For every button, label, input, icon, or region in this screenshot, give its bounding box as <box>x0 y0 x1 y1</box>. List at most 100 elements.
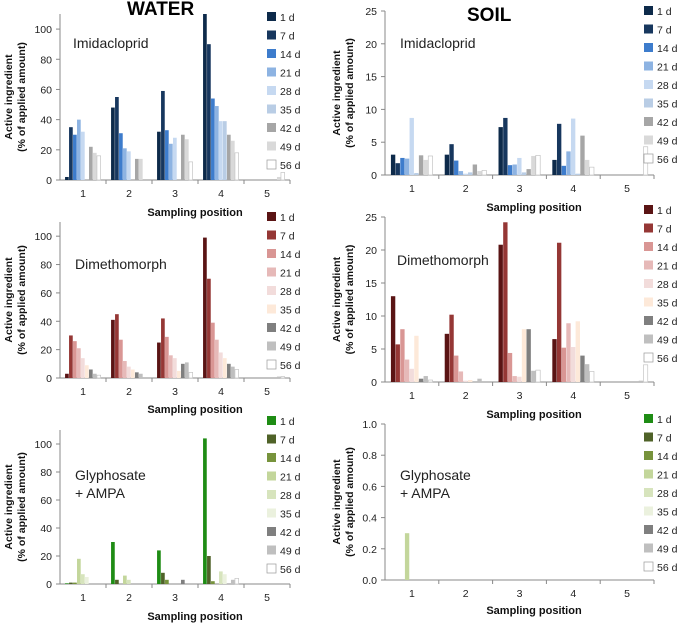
y-tick-label: 80 <box>40 54 52 66</box>
legend-label: 35 d <box>280 509 301 521</box>
legend-swatch <box>644 543 653 553</box>
legend-label: 35 d <box>280 305 301 317</box>
bar-42d-pos3 <box>180 134 185 180</box>
bar-49d-pos4 <box>230 366 235 378</box>
bar-14d-pos1 <box>400 157 405 175</box>
bar-49d-pos3 <box>184 362 189 378</box>
legend-label: 14 d <box>280 453 301 465</box>
legend-swatch <box>267 30 276 40</box>
bar-49d-pos3 <box>184 139 189 180</box>
x-tick-label: 4 <box>218 188 224 200</box>
legend-label: 1 d <box>280 212 295 224</box>
legend-swatch <box>267 508 276 518</box>
legend-label: 1 d <box>657 205 672 217</box>
legend-label: 1 d <box>280 12 295 24</box>
bar-49d-pos4 <box>584 364 590 382</box>
bar-56d-pos1 <box>427 155 433 176</box>
legend-label: 21 d <box>657 261 678 273</box>
bar-21d-pos2 <box>123 360 127 378</box>
legend-label: 35 d <box>657 298 678 310</box>
bar-14d-pos3 <box>507 352 513 382</box>
y-axis-label: (% of applied amount) <box>344 38 356 148</box>
x-tick-label: 3 <box>517 183 523 195</box>
bar-7d-pos3 <box>161 572 165 584</box>
legend-label: 42 d <box>657 117 678 129</box>
legend-label: 56 d <box>280 360 301 372</box>
bar-1d-pos1 <box>65 583 69 584</box>
bar-49d-pos1 <box>92 373 97 378</box>
bar-7d-pos1 <box>395 163 400 175</box>
bar-49d-pos5 <box>638 380 644 382</box>
legend-swatch <box>644 488 653 497</box>
legend-swatch <box>644 223 653 233</box>
legend-label: 28 d <box>657 279 678 291</box>
y-tick-label: 0.8 <box>362 450 377 462</box>
bar-49d-pos2 <box>138 158 143 180</box>
bar-7d-pos2 <box>115 579 119 584</box>
bar-21d-pos4 <box>215 339 219 378</box>
bar-42d-pos2 <box>472 164 478 175</box>
bar-14d-pos2 <box>454 160 459 175</box>
x-tick-label: 5 <box>624 390 630 402</box>
x-tick-label: 2 <box>126 592 132 604</box>
bar-1d-pos2 <box>111 319 115 378</box>
legend-swatch <box>267 323 276 332</box>
bar-21d-pos4 <box>566 151 571 175</box>
legend-swatch <box>267 453 276 462</box>
bar-56d-pos4 <box>589 166 595 176</box>
bar-7d-pos4 <box>207 556 211 584</box>
legend-label: 14 d <box>657 451 678 463</box>
legend-swatch <box>267 67 276 77</box>
x-tick-label: 1 <box>409 183 415 195</box>
legend-swatch <box>644 279 653 288</box>
x-axis-label: Sampling position <box>147 611 243 623</box>
legend-swatch <box>644 6 653 15</box>
bar-28d-pos1 <box>81 574 85 584</box>
y-tick-label: 0.6 <box>362 481 377 493</box>
legend-swatch <box>267 286 276 295</box>
legend-swatch <box>266 159 277 170</box>
legend-swatch <box>644 414 653 423</box>
chart-5: 0.0 0.2 0.4 0.6 0.8 1.0 1 2 3 4 5 Glyphosate + AMPA S… <box>331 414 678 617</box>
bar-14d-pos3 <box>507 165 513 175</box>
legend-swatch <box>644 316 653 325</box>
bar-7d-pos3 <box>161 318 165 378</box>
y-axis-label: Active ingredient <box>331 256 343 342</box>
legend-label: 28 d <box>657 80 678 92</box>
y-axis-label: (% of applied amount) <box>344 245 356 355</box>
legend-label: 28 d <box>280 86 301 98</box>
bar-49d-pos3 <box>531 370 536 382</box>
bar-7d-pos4 <box>556 123 562 175</box>
bar-42d-pos4 <box>580 135 585 175</box>
x-tick-label: 2 <box>126 386 132 398</box>
y-tick-label: 20 <box>365 39 377 51</box>
bar-56d-pos5 <box>280 172 285 181</box>
y-tick-label: 5 <box>371 137 377 149</box>
bar-28d-pos4 <box>219 571 223 584</box>
bar-42d-pos1 <box>418 155 424 175</box>
x-tick-label: 4 <box>218 386 224 398</box>
y-tick-label: 80 <box>40 467 52 479</box>
compound-title: Dimethomorph <box>397 252 489 268</box>
y-axis-label: (% of applied amount) <box>16 452 28 562</box>
legend-label: 14 d <box>657 242 678 254</box>
bar-42d-pos2 <box>134 158 139 180</box>
x-tick-label: 3 <box>172 386 178 398</box>
legend-label: 28 d <box>280 490 301 502</box>
bar-21d-pos4 <box>215 106 219 180</box>
x-tick-label: 5 <box>624 183 630 195</box>
compound-title: Dimethomorph <box>75 256 167 272</box>
x-axis-label: Sampling position <box>147 404 243 416</box>
bar-14d-pos3 <box>165 336 169 378</box>
x-tick-label: 4 <box>218 592 224 604</box>
bar-49d-pos2 <box>138 373 143 378</box>
y-axis-label: Active ingredient <box>331 50 343 136</box>
y-tick-label: 20 <box>40 551 52 563</box>
bar-56d-pos3 <box>535 369 541 383</box>
bar-14d-pos2 <box>119 133 123 180</box>
x-tick-label: 5 <box>624 588 630 600</box>
bar-14d-pos4 <box>561 347 566 382</box>
bar-42d-pos4 <box>580 355 585 382</box>
bar-56d-pos3 <box>188 161 193 181</box>
legend-swatch <box>267 212 276 221</box>
